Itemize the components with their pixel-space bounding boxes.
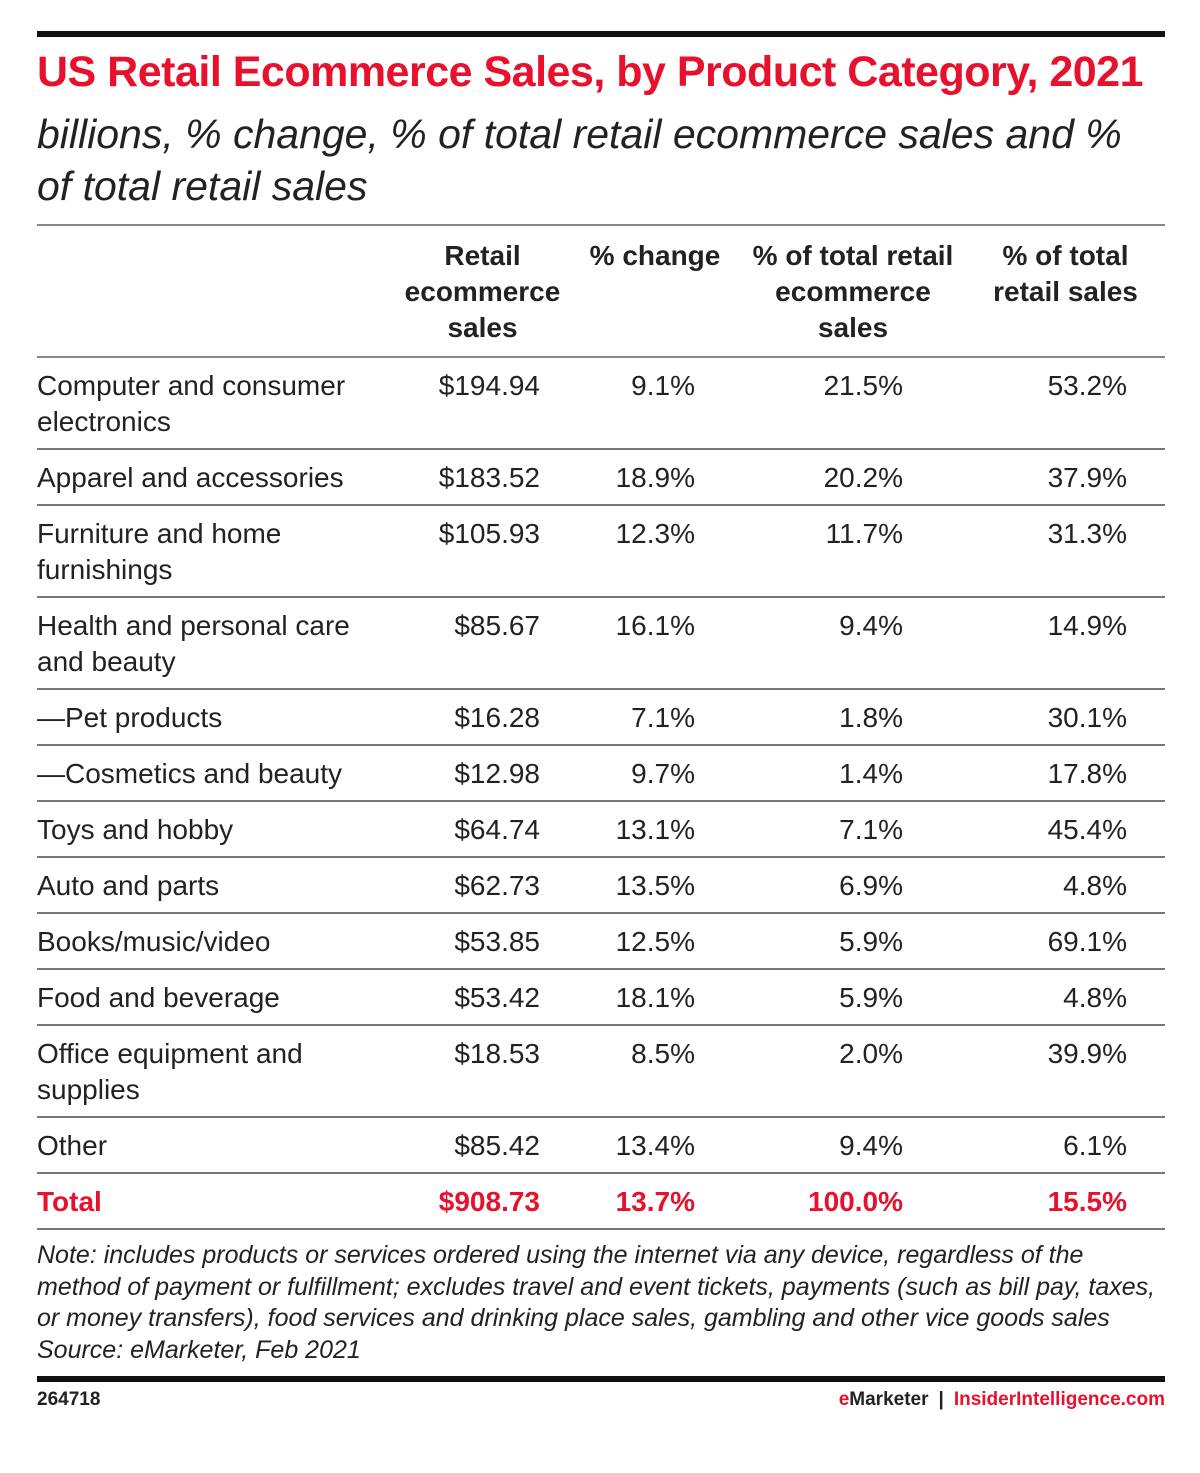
brand-insider-link[interactable]: InsiderIntelligence.com xyxy=(953,1389,1165,1410)
table-row: Other $85.42 13.4% 9.4% 6.1% xyxy=(37,1117,1165,1173)
header-share-ecommerce: % of total retail ecommerce sales xyxy=(752,240,954,343)
table-row: Health and personal care and beauty $85.6… xyxy=(37,597,1165,689)
cell-change: 9.1% xyxy=(631,370,695,401)
cell-share-retail: 4.8% xyxy=(1063,982,1127,1013)
table-row: —Cosmetics and beauty $12.98 9.7% 1.4% 17.8% xyxy=(37,745,1165,801)
cell-category: —Cosmetics and beauty xyxy=(37,758,343,789)
brand-separator: | xyxy=(938,1389,944,1410)
cell-change: 13.5% xyxy=(615,870,695,901)
cell-sales: $62.73 xyxy=(454,870,540,901)
brand-footer: eMarketer | InsiderIntelligence.com xyxy=(839,1389,1165,1411)
cell-category: —Pet products xyxy=(37,702,223,733)
table-row: Auto and parts $62.73 13.5% 6.9% 4.8% xyxy=(37,857,1165,913)
cell-category: Computer and consumer electronics xyxy=(37,370,346,437)
cell-category: Auto and parts xyxy=(37,870,220,901)
cell-change: 16.1% xyxy=(615,610,695,641)
table-row: Computer and consumer electronics $194.94… xyxy=(37,357,1165,449)
cell-change: 8.5% xyxy=(631,1038,695,1069)
cell-share-ecommerce: 9.4% xyxy=(839,1130,903,1161)
cell-share-ecommerce: 100.0% xyxy=(808,1186,903,1217)
cell-category: Office equipment and supplies xyxy=(37,1038,303,1105)
header-category xyxy=(37,225,395,357)
top-rule xyxy=(37,31,1165,37)
cell-share-retail: 17.8% xyxy=(1047,758,1127,789)
cell-change: 13.7% xyxy=(615,1186,695,1217)
cell-share-ecommerce: 5.9% xyxy=(839,982,903,1013)
cell-change: 12.5% xyxy=(615,926,695,957)
cell-change: 7.1% xyxy=(631,702,695,733)
brand-emarketer: eMarketer xyxy=(838,1389,929,1410)
header-sales: Retail ecommerce sales xyxy=(404,240,561,343)
chart-subtitle: billions, % change, % of total retail ec… xyxy=(37,111,1122,209)
cell-change: 18.1% xyxy=(615,982,695,1013)
source-text: Source: eMarketer, Feb 2021 xyxy=(37,1335,361,1364)
cell-share-ecommerce: 5.9% xyxy=(839,926,903,957)
table-row: Toys and hobby $64.74 13.1% 7.1% 45.4% xyxy=(37,801,1165,857)
cell-share-retail: 30.1% xyxy=(1047,702,1127,733)
cell-sales: $53.42 xyxy=(454,982,540,1013)
cell-share-retail: 39.9% xyxy=(1047,1038,1127,1069)
table-row: —Pet products $16.28 7.1% 1.8% 30.1% xyxy=(37,689,1165,745)
bottom-rule xyxy=(37,1376,1165,1382)
cell-category: Other xyxy=(37,1130,108,1161)
cell-share-ecommerce: 6.9% xyxy=(839,870,903,901)
cell-category: Books/music/video xyxy=(37,926,271,957)
cell-share-retail: 53.2% xyxy=(1047,370,1127,401)
cell-share-ecommerce: 21.5% xyxy=(823,370,903,401)
cell-share-retail: 69.1% xyxy=(1047,926,1127,957)
cell-category: Apparel and accessories xyxy=(37,462,344,493)
header-change: % change xyxy=(589,240,721,271)
cell-share-retail: 37.9% xyxy=(1047,462,1127,493)
cell-category: Furniture and home furnishings xyxy=(37,518,282,585)
cell-share-retail: 15.5% xyxy=(1047,1186,1127,1217)
cell-category: Total xyxy=(37,1186,102,1217)
cell-share-retail: 45.4% xyxy=(1047,814,1127,845)
table-row: Books/music/video $53.85 12.5% 5.9% 69.1% xyxy=(37,913,1165,969)
cell-share-retail: 31.3% xyxy=(1047,518,1127,549)
cell-share-ecommerce: 11.7% xyxy=(825,518,903,549)
chart-title: US Retail Ecommerce Sales, by Product Ca… xyxy=(37,48,1144,96)
header-row: Retail ecommerce sales % change % of tot… xyxy=(37,225,1165,357)
cell-sales: $908.73 xyxy=(438,1186,540,1217)
cell-share-ecommerce: 20.2% xyxy=(823,462,903,493)
cell-sales: $85.67 xyxy=(454,610,540,641)
cell-share-retail: 6.1% xyxy=(1063,1130,1127,1161)
cell-sales: $194.94 xyxy=(438,370,540,401)
cell-share-ecommerce: 7.1% xyxy=(839,814,903,845)
cell-change: 12.3% xyxy=(615,518,695,549)
cell-share-retail: 4.8% xyxy=(1063,870,1127,901)
cell-sales: $16.28 xyxy=(454,702,540,733)
cell-sales: $53.85 xyxy=(454,926,540,957)
cell-sales: $12.98 xyxy=(454,758,540,789)
cell-category: Food and beverage xyxy=(37,982,280,1013)
note-text: Note: includes products or services orde… xyxy=(37,1241,1156,1332)
note: Note: includes products or services orde… xyxy=(37,1240,1165,1366)
cell-sales: $64.74 xyxy=(454,814,540,845)
cell-sales: $183.52 xyxy=(438,462,540,493)
cell-category: Toys and hobby xyxy=(37,814,234,845)
table-row: Apparel and accessories $183.52 18.9% 20.2%… xyxy=(37,449,1165,505)
cell-share-ecommerce: 9.4% xyxy=(839,610,903,641)
header-share-retail: % of total retail sales xyxy=(993,240,1138,307)
total-row: Total $908.73 13.7% 100.0% 15.5% xyxy=(37,1173,1165,1229)
table-row: Office equipment and supplies $18.53 8.5% 2… xyxy=(37,1025,1165,1117)
chart-container: US Retail Ecommerce Sales, by Product Ca… xyxy=(37,0,1165,1431)
cell-share-retail: 14.9% xyxy=(1047,610,1127,641)
cell-change: 18.9% xyxy=(615,462,695,493)
cell-sales: $18.53 xyxy=(454,1038,540,1069)
cell-category: Health and personal care and beauty xyxy=(37,610,350,677)
cell-sales: $85.42 xyxy=(454,1130,540,1161)
cell-sales: $105.93 xyxy=(438,518,540,549)
cell-change: 13.4% xyxy=(615,1130,695,1161)
table-row: Furniture and home furnishings $105.93 12.… xyxy=(37,505,1165,597)
cell-change: 13.1% xyxy=(615,814,695,845)
chart-id: 264718 xyxy=(37,1389,101,1410)
cell-share-ecommerce: 1.4% xyxy=(839,758,903,789)
cell-change: 9.7% xyxy=(631,758,695,789)
table-row: Food and beverage $53.42 18.1% 5.9% 4.8% xyxy=(37,969,1165,1025)
cell-share-ecommerce: 2.0% xyxy=(839,1038,903,1069)
cell-share-ecommerce: 1.8% xyxy=(839,702,903,733)
footer: 264718 eMarketer | InsiderIntelligence.com xyxy=(37,1389,1165,1431)
data-table: Retail ecommerce sales % change % of tot… xyxy=(37,224,1165,1230)
